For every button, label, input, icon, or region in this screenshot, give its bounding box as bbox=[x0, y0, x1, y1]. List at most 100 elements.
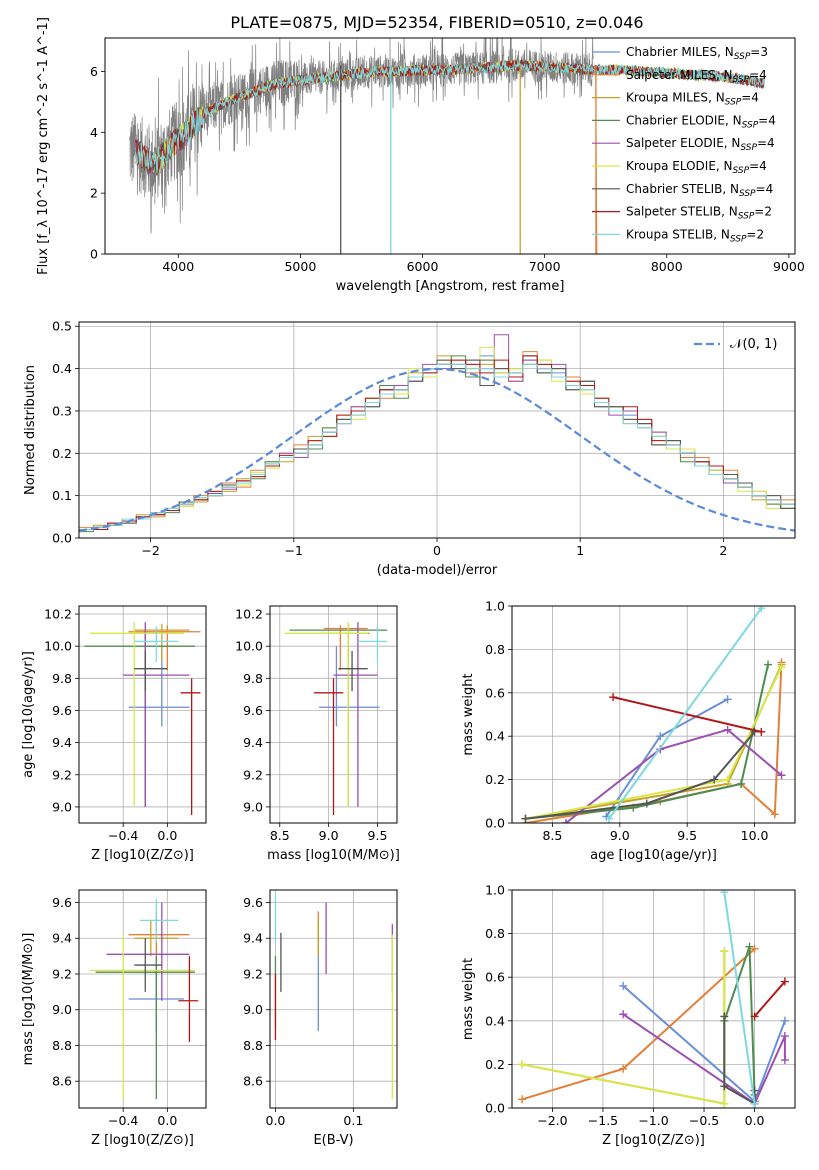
error-bar-point bbox=[338, 651, 368, 692]
legend-nssp-eq: = bbox=[757, 136, 767, 150]
legend-nssp-subscript: SSP bbox=[742, 120, 759, 130]
legend-entry: Kroupa STELIB, NSSP=2 bbox=[626, 227, 764, 244]
weight-series-line bbox=[565, 728, 783, 823]
x-tick-label: 0.0 bbox=[157, 828, 177, 843]
x-tick-label: 2 bbox=[719, 543, 727, 558]
y-tick-label: 0.2 bbox=[485, 1057, 505, 1072]
weight-point-marker bbox=[764, 660, 773, 669]
axes-border bbox=[269, 605, 398, 824]
legend-entry: Chabrier STELIB, NSSP=4 bbox=[626, 182, 773, 199]
panel-residual-distribution: −2 −1 0 1 2 0.0 0.1 0.2 0.3 0.4 0.5 (data-model)/er… bbox=[23, 319, 796, 578]
legend-entry: Salpeter MILES, NSSP=4 bbox=[626, 68, 767, 85]
axes-frame: −2 −1 0 1 2 0.0 0.1 0.2 0.3 0.4 0.5 (data-model)/er… bbox=[23, 319, 796, 578]
plot-area bbox=[90, 898, 199, 1100]
x-tick-label: 1 bbox=[576, 543, 584, 558]
weight-series-line bbox=[622, 1013, 786, 1106]
y-tick-label: 0.0 bbox=[52, 531, 72, 546]
y-tick-label: 9.0 bbox=[52, 799, 72, 814]
legend-model-name: Salpeter ELODIE bbox=[626, 136, 724, 150]
weight-point-marker bbox=[723, 725, 732, 734]
legend-nssp-eq: = bbox=[754, 205, 764, 219]
legend-nssp-subscript: SSP bbox=[739, 189, 756, 199]
legend-nssp-subscript: SSP bbox=[733, 75, 750, 85]
grid bbox=[79, 322, 795, 539]
legend-entry: Chabrier MILES, NSSP=3 bbox=[626, 45, 768, 62]
y-tick-label: 9.6 bbox=[243, 703, 263, 718]
plot-area bbox=[129, 38, 765, 254]
weight-point-marker bbox=[619, 1064, 628, 1073]
weight-series bbox=[602, 695, 732, 821]
weight-point-marker bbox=[720, 1099, 729, 1108]
y-axis-label: Normed distribution bbox=[23, 365, 38, 495]
weight-point-marker bbox=[518, 1060, 527, 1069]
error-bar-point bbox=[128, 911, 190, 957]
y-tick-label: 0.2 bbox=[485, 772, 505, 787]
x-tick-label: −2.0 bbox=[537, 1113, 567, 1128]
x-axis-label: mass [log10(M/M⊙)] bbox=[267, 848, 400, 863]
x-tick-label: 10.0 bbox=[741, 828, 769, 843]
y-tick-label: 1.0 bbox=[485, 883, 505, 898]
grid bbox=[512, 605, 795, 824]
legend-nssp-label: , N bbox=[721, 205, 738, 219]
weight-point-marker bbox=[720, 890, 729, 897]
x-tick-label: 5000 bbox=[284, 259, 316, 274]
y-tick-label: 10.0 bbox=[235, 639, 263, 654]
weight-point-marker bbox=[777, 771, 786, 780]
x-axis-label: age [log10(age/yr)] bbox=[590, 848, 717, 863]
weight-series-line bbox=[723, 892, 756, 1104]
weight-point-marker bbox=[723, 775, 732, 784]
legend-nssp-eq: = bbox=[741, 91, 751, 105]
x-tick-label: 8000 bbox=[651, 259, 683, 274]
error-bar-point bbox=[90, 622, 184, 807]
legend-model-name: Kroupa ELODIE bbox=[626, 159, 716, 173]
y-tick-label: 10.0 bbox=[44, 639, 72, 654]
weight-point-marker bbox=[609, 693, 618, 702]
x-tick-label: 0.0 bbox=[745, 1113, 765, 1128]
y-tick-label: 9.4 bbox=[243, 735, 263, 750]
weight-series bbox=[605, 606, 766, 823]
weight-point-marker bbox=[521, 814, 530, 823]
weight-series bbox=[561, 725, 786, 823]
x-tick-label: 8.5 bbox=[270, 828, 290, 843]
error-bar-point bbox=[134, 651, 168, 692]
y-tick-label: 9.8 bbox=[52, 671, 72, 686]
plot-area bbox=[518, 890, 789, 1108]
x-tick-label: 0.0 bbox=[266, 1113, 286, 1128]
error-bar-point bbox=[180, 678, 201, 815]
weight-point-marker bbox=[619, 981, 628, 990]
plot-area bbox=[79, 334, 795, 538]
grid bbox=[512, 889, 795, 1109]
x-tick-label: 9.5 bbox=[677, 828, 697, 843]
weight-series-line bbox=[525, 731, 756, 820]
legend: Chabrier MILES, NSSP=3 Salpeter MILES, NS… bbox=[592, 45, 776, 244]
y-tick-label: 0.6 bbox=[485, 970, 505, 985]
axes-border bbox=[511, 605, 796, 824]
y-tick-label: 0.4 bbox=[485, 729, 505, 744]
weight-series-line bbox=[612, 696, 762, 733]
legend-nssp-eq: = bbox=[756, 182, 766, 196]
y-tick-label: 9.6 bbox=[243, 895, 263, 910]
model-spectrum-line bbox=[135, 60, 765, 173]
y-tick-label: 0.5 bbox=[52, 319, 72, 334]
x-tick-label: −0.4 bbox=[108, 828, 138, 843]
legend-nssp-eq: = bbox=[758, 113, 768, 127]
legend-nssp-label: , N bbox=[708, 91, 725, 105]
x-tick-label: 7000 bbox=[529, 259, 561, 274]
x-axis-label: Z [log10(Z/Z⊙)] bbox=[91, 1133, 194, 1148]
weight-point-marker bbox=[720, 1012, 729, 1021]
weight-point-marker bbox=[619, 1010, 628, 1019]
y-tick-label: 9.6 bbox=[52, 703, 72, 718]
legend-nssp-eq: = bbox=[749, 159, 759, 173]
panel-mass-vs-z: −0.4 0.0 8.6 8.8 9.0 9.2 9.4 9.6 Z [log10(Z/Z⊙)]… bbox=[21, 889, 207, 1148]
error-bar-point bbox=[90, 934, 195, 1100]
y-tick-label: 9.8 bbox=[243, 671, 263, 686]
weight-point-marker bbox=[723, 695, 732, 704]
legend-nssp-value: 4 bbox=[768, 113, 776, 127]
legend-entry: Salpeter STELIB, NSSP=2 bbox=[626, 205, 772, 222]
weight-series-line bbox=[608, 607, 763, 820]
legend-nssp-label: , N bbox=[713, 227, 730, 241]
panel-mass-vs-e-b-v-: 0.0 0.1 8.6 8.8 9.0 9.2 9.4 9.6 E(B-V) bbox=[243, 889, 398, 1148]
weight-series bbox=[518, 947, 729, 1108]
legend-nssp-value: 4 bbox=[766, 182, 774, 196]
plot-area bbox=[84, 622, 201, 815]
